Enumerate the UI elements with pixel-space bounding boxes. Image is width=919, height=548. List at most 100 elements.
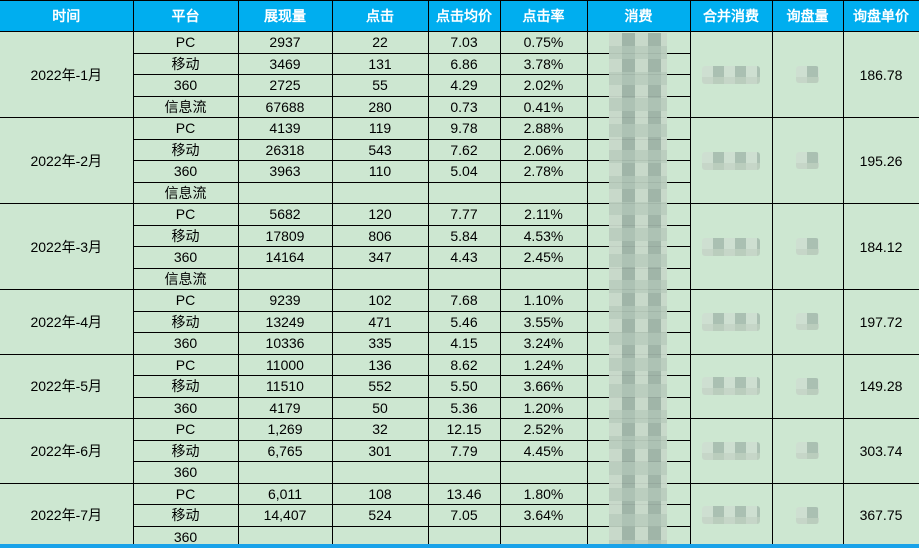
- column-header-ctr[interactable]: 点击率: [499, 0, 588, 32]
- cell-clicks[interactable]: [331, 525, 429, 548]
- cell-impressions[interactable]: 5682: [237, 203, 333, 226]
- cell-avg-click-price[interactable]: 7.62: [427, 138, 501, 161]
- cell-impressions[interactable]: [237, 181, 333, 204]
- cell-impressions[interactable]: 17809: [237, 224, 333, 247]
- cell-platform[interactable]: 360: [132, 396, 239, 419]
- cell-ctr[interactable]: 4.45%: [499, 439, 588, 462]
- cell-avg-click-price[interactable]: 7.79: [427, 439, 501, 462]
- cell-month-label[interactable]: 2022年-2月: [0, 117, 134, 204]
- cell-clicks[interactable]: 335: [331, 332, 429, 355]
- cell-ctr[interactable]: [499, 181, 588, 204]
- cell-avg-click-price[interactable]: 5.84: [427, 224, 501, 247]
- cell-avg-click-price[interactable]: [427, 181, 501, 204]
- cell-inquiry-count-redacted[interactable]: [771, 353, 844, 419]
- cell-impressions[interactable]: 14164: [237, 246, 333, 269]
- cell-platform[interactable]: PC: [132, 353, 239, 376]
- cell-inquiry-count-redacted[interactable]: [771, 31, 844, 118]
- cell-avg-click-price[interactable]: 7.05: [427, 504, 501, 527]
- cell-clicks[interactable]: [331, 267, 429, 290]
- cell-avg-click-price[interactable]: 4.15: [427, 332, 501, 355]
- cell-platform[interactable]: 信息流: [132, 95, 239, 118]
- cell-clicks[interactable]: 301: [331, 439, 429, 462]
- cell-impressions[interactable]: 67688: [237, 95, 333, 118]
- cell-platform[interactable]: 移动: [132, 439, 239, 462]
- cell-clicks[interactable]: 131: [331, 52, 429, 75]
- cell-ctr[interactable]: 2.02%: [499, 74, 588, 97]
- cell-platform[interactable]: 移动: [132, 310, 239, 333]
- cell-platform[interactable]: PC: [132, 289, 239, 312]
- cell-platform[interactable]: PC: [132, 117, 239, 140]
- cell-inquiry-count-redacted[interactable]: [771, 418, 844, 484]
- cell-avg-click-price[interactable]: 8.62: [427, 353, 501, 376]
- cell-avg-click-price[interactable]: 6.86: [427, 52, 501, 75]
- cell-inquiry-unit-price[interactable]: 195.26: [842, 117, 919, 204]
- cell-clicks[interactable]: 524: [331, 504, 429, 527]
- column-header-impressions[interactable]: 展现量: [237, 0, 333, 32]
- cell-avg-click-price[interactable]: 7.03: [427, 31, 501, 54]
- cell-ctr[interactable]: 2.52%: [499, 418, 588, 441]
- cell-month-label[interactable]: 2022年-6月: [0, 418, 134, 484]
- cell-merged-cost-redacted[interactable]: [689, 31, 773, 118]
- cell-avg-click-price[interactable]: 7.77: [427, 203, 501, 226]
- cell-ctr[interactable]: 1.80%: [499, 482, 588, 505]
- cell-impressions[interactable]: [237, 461, 333, 484]
- cell-avg-click-price[interactable]: 4.43: [427, 246, 501, 269]
- cell-merged-cost-redacted[interactable]: [689, 418, 773, 484]
- cell-ctr[interactable]: 2.11%: [499, 203, 588, 226]
- cell-platform[interactable]: 移动: [132, 52, 239, 75]
- column-header-inquiry-unit-price[interactable]: 询盘单价: [842, 0, 919, 32]
- cell-platform[interactable]: 360: [132, 74, 239, 97]
- cell-avg-click-price[interactable]: [427, 267, 501, 290]
- cell-ctr[interactable]: 0.75%: [499, 31, 588, 54]
- cell-impressions[interactable]: 13249: [237, 310, 333, 333]
- cell-avg-click-price[interactable]: [427, 461, 501, 484]
- cell-ctr[interactable]: 3.55%: [499, 310, 588, 333]
- cell-ctr[interactable]: 3.66%: [499, 375, 588, 398]
- cell-platform[interactable]: 360: [132, 461, 239, 484]
- cell-ctr[interactable]: 3.78%: [499, 52, 588, 75]
- cell-impressions[interactable]: 9239: [237, 289, 333, 312]
- cell-platform[interactable]: 360: [132, 246, 239, 269]
- cell-month-label[interactable]: 2022年-1月: [0, 31, 134, 118]
- cell-impressions[interactable]: 1,269: [237, 418, 333, 441]
- column-header-avg-click-price[interactable]: 点击均价: [427, 0, 501, 32]
- cell-clicks[interactable]: 55: [331, 74, 429, 97]
- cell-avg-click-price[interactable]: 13.46: [427, 482, 501, 505]
- cell-clicks[interactable]: 110: [331, 160, 429, 183]
- cell-platform[interactable]: PC: [132, 418, 239, 441]
- cell-impressions[interactable]: 14,407: [237, 504, 333, 527]
- cell-platform[interactable]: PC: [132, 31, 239, 54]
- cell-clicks[interactable]: 22: [331, 31, 429, 54]
- cell-platform[interactable]: 360: [132, 160, 239, 183]
- cell-clicks[interactable]: 119: [331, 117, 429, 140]
- cell-inquiry-unit-price[interactable]: 367.75: [842, 482, 919, 548]
- cell-month-label[interactable]: 2022年-7月: [0, 482, 134, 548]
- cell-impressions[interactable]: 3963: [237, 160, 333, 183]
- cell-impressions[interactable]: 10336: [237, 332, 333, 355]
- cell-ctr[interactable]: 4.53%: [499, 224, 588, 247]
- cell-avg-click-price[interactable]: 12.15: [427, 418, 501, 441]
- cell-ctr[interactable]: 2.45%: [499, 246, 588, 269]
- cell-clicks[interactable]: 347: [331, 246, 429, 269]
- cell-clicks[interactable]: 102: [331, 289, 429, 312]
- cell-inquiry-unit-price[interactable]: 186.78: [842, 31, 919, 118]
- cell-clicks[interactable]: [331, 461, 429, 484]
- cell-clicks[interactable]: 806: [331, 224, 429, 247]
- cell-merged-cost-redacted[interactable]: [689, 203, 773, 290]
- cell-platform[interactable]: 信息流: [132, 267, 239, 290]
- cell-platform[interactable]: 移动: [132, 375, 239, 398]
- cell-avg-click-price[interactable]: 5.46: [427, 310, 501, 333]
- column-header-merged-cost[interactable]: 合并消费: [689, 0, 773, 32]
- column-header-clicks[interactable]: 点击: [331, 0, 429, 32]
- cell-impressions[interactable]: 3469: [237, 52, 333, 75]
- cell-clicks[interactable]: 32: [331, 418, 429, 441]
- cell-inquiry-count-redacted[interactable]: [771, 482, 844, 548]
- cell-avg-click-price[interactable]: 5.50: [427, 375, 501, 398]
- cell-impressions[interactable]: 4179: [237, 396, 333, 419]
- cell-impressions[interactable]: 11000: [237, 353, 333, 376]
- cell-platform[interactable]: 360: [132, 332, 239, 355]
- cell-clicks[interactable]: 50: [331, 396, 429, 419]
- cell-ctr[interactable]: 1.20%: [499, 396, 588, 419]
- cell-platform[interactable]: 信息流: [132, 181, 239, 204]
- cell-ctr[interactable]: 2.88%: [499, 117, 588, 140]
